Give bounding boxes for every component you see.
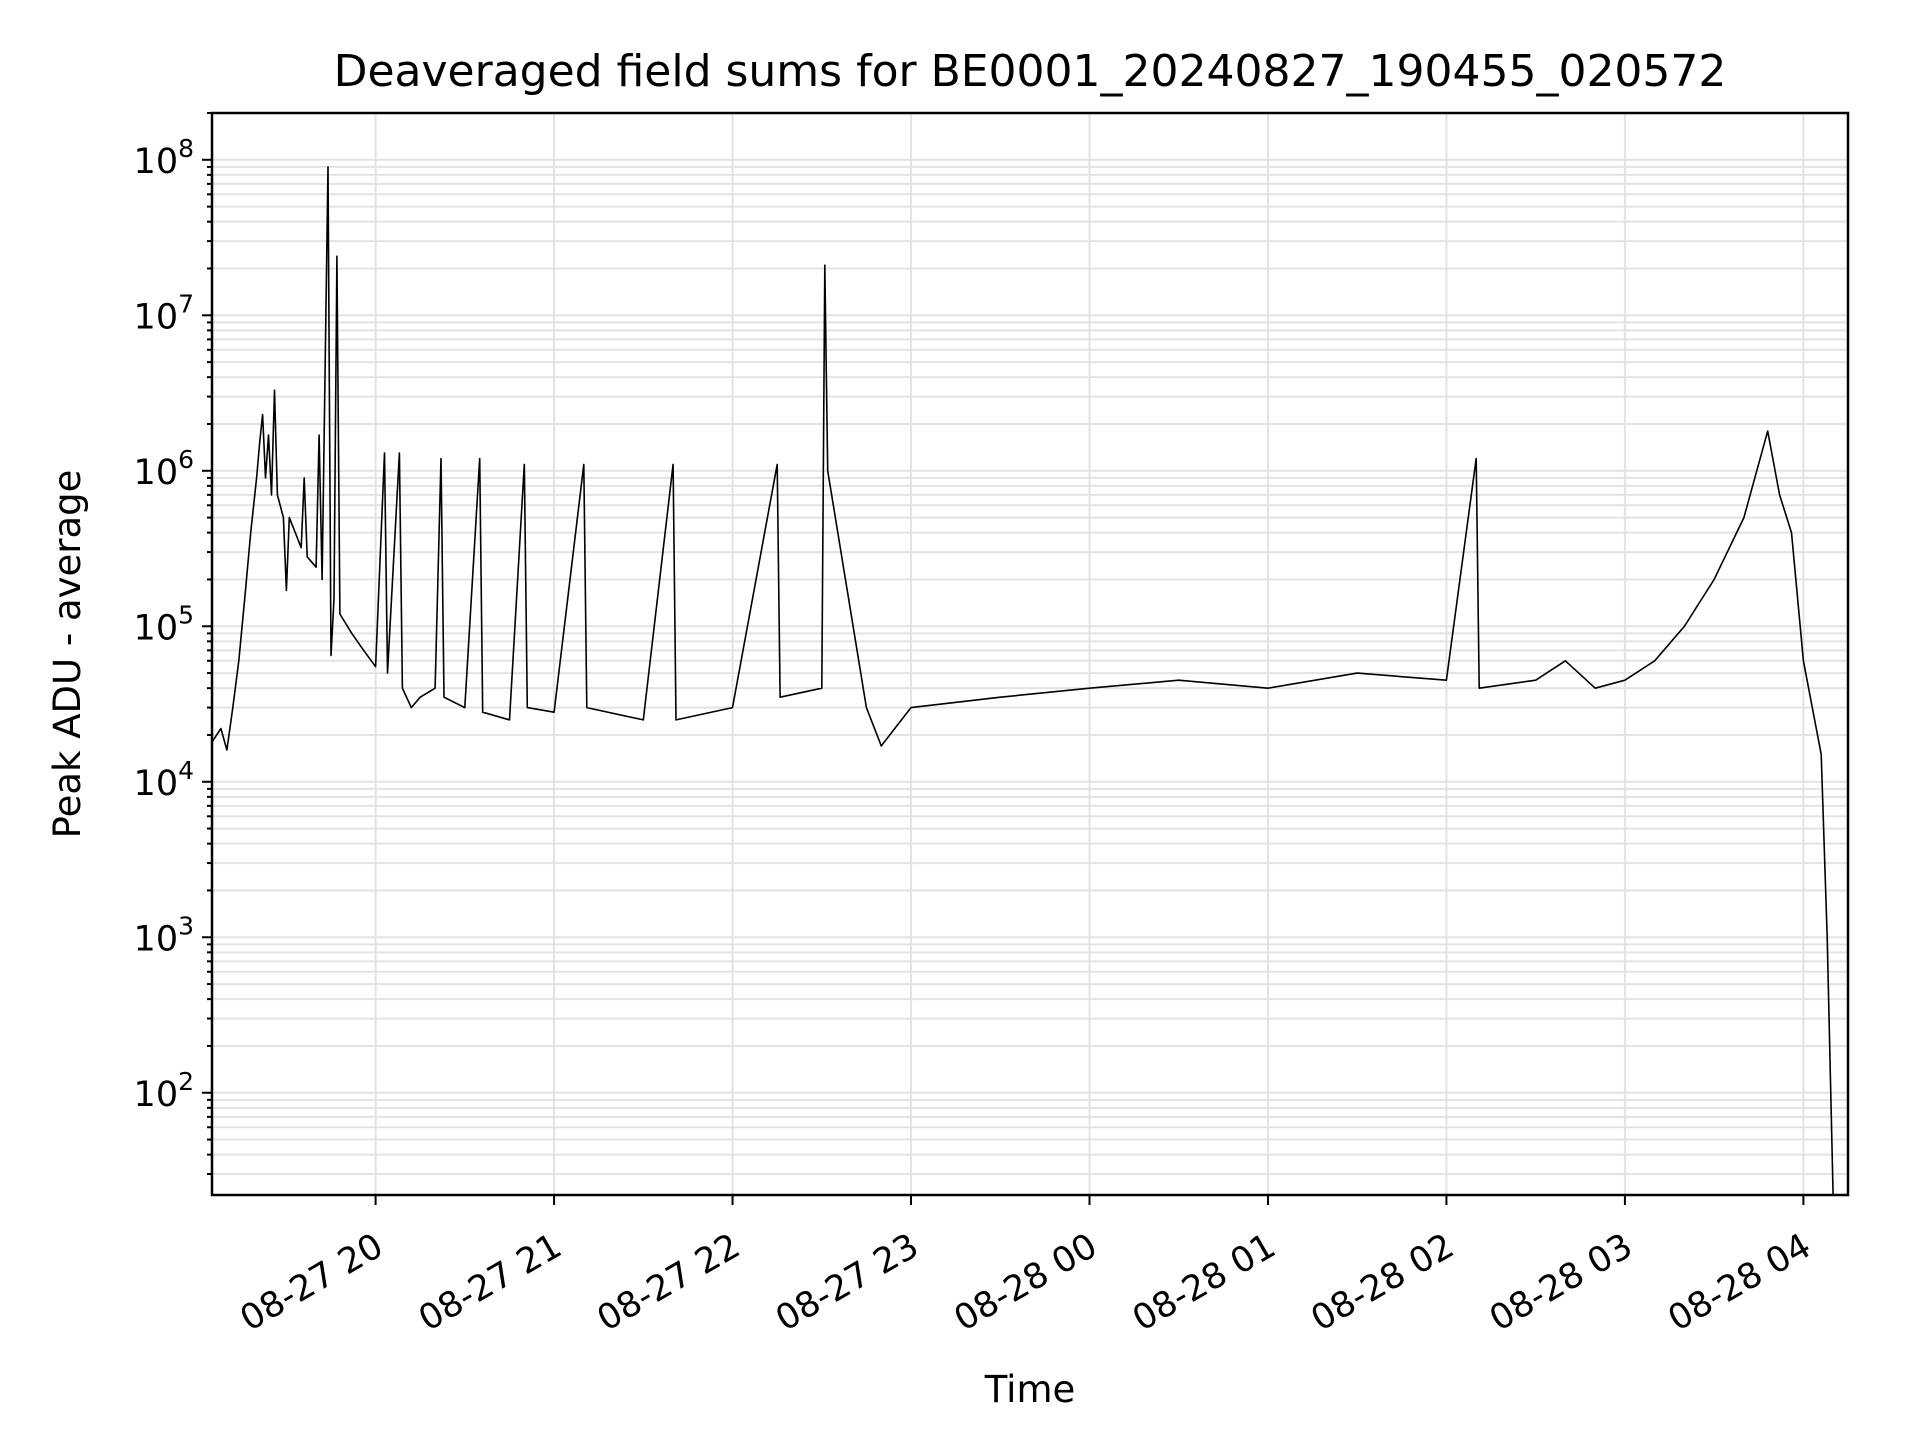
x-tick-label: 08-28 01 <box>1126 1226 1282 1339</box>
y-tick-base: 10 <box>134 919 179 959</box>
y-tick-base: 10 <box>134 764 179 804</box>
y-tick-label: 107 <box>134 289 194 337</box>
x-tick-label: 08-28 04 <box>1662 1226 1818 1339</box>
y-tick-label: 104 <box>134 756 194 804</box>
y-axis-label: Peak ADU - average <box>46 470 89 839</box>
series-line <box>211 166 1834 1196</box>
y-tick-label: 106 <box>134 445 194 493</box>
x-axis: 08-27 20 08-27 21 08-27 22 08-27 23 08-28 00… <box>234 1195 1818 1339</box>
x-tick-label: 08-28 03 <box>1483 1226 1639 1339</box>
chart-title: Deaveraged field sums for BE0001_2024082… <box>334 46 1727 97</box>
y-tick-label: 105 <box>134 600 194 648</box>
y-tick-exponent: 7 <box>178 289 194 318</box>
x-tick-label: 08-27 21 <box>412 1226 568 1339</box>
y-tick-exponent: 2 <box>178 1067 194 1096</box>
grid <box>212 112 1848 1195</box>
axes-frame <box>210 111 1850 1197</box>
x-tick-label: 08-27 20 <box>234 1226 390 1339</box>
y-tick-exponent: 8 <box>178 134 194 163</box>
y-tick-base: 10 <box>134 1075 179 1115</box>
y-tick-base: 10 <box>134 297 179 337</box>
y-tick-exponent: 3 <box>178 911 194 940</box>
x-axis-label: Time <box>984 1368 1076 1411</box>
x-tick-label: 08-27 23 <box>769 1226 925 1339</box>
y-tick-exponent: 5 <box>178 600 194 629</box>
y-tick-label: 108 <box>134 134 194 182</box>
y-tick-exponent: 4 <box>178 756 194 785</box>
y-tick-base: 10 <box>134 142 179 182</box>
x-tick-label: 08-28 02 <box>1305 1226 1461 1339</box>
x-tick-label: 08-28 00 <box>948 1226 1104 1339</box>
plot-area <box>211 166 1834 1196</box>
y-tick-base: 10 <box>134 453 179 493</box>
x-tick-label: 08-27 22 <box>591 1226 747 1339</box>
y-tick-label: 103 <box>134 911 194 959</box>
y-tick-exponent: 6 <box>178 445 194 474</box>
y-tick-base: 10 <box>134 608 179 648</box>
y-tick-label: 102 <box>134 1067 194 1115</box>
